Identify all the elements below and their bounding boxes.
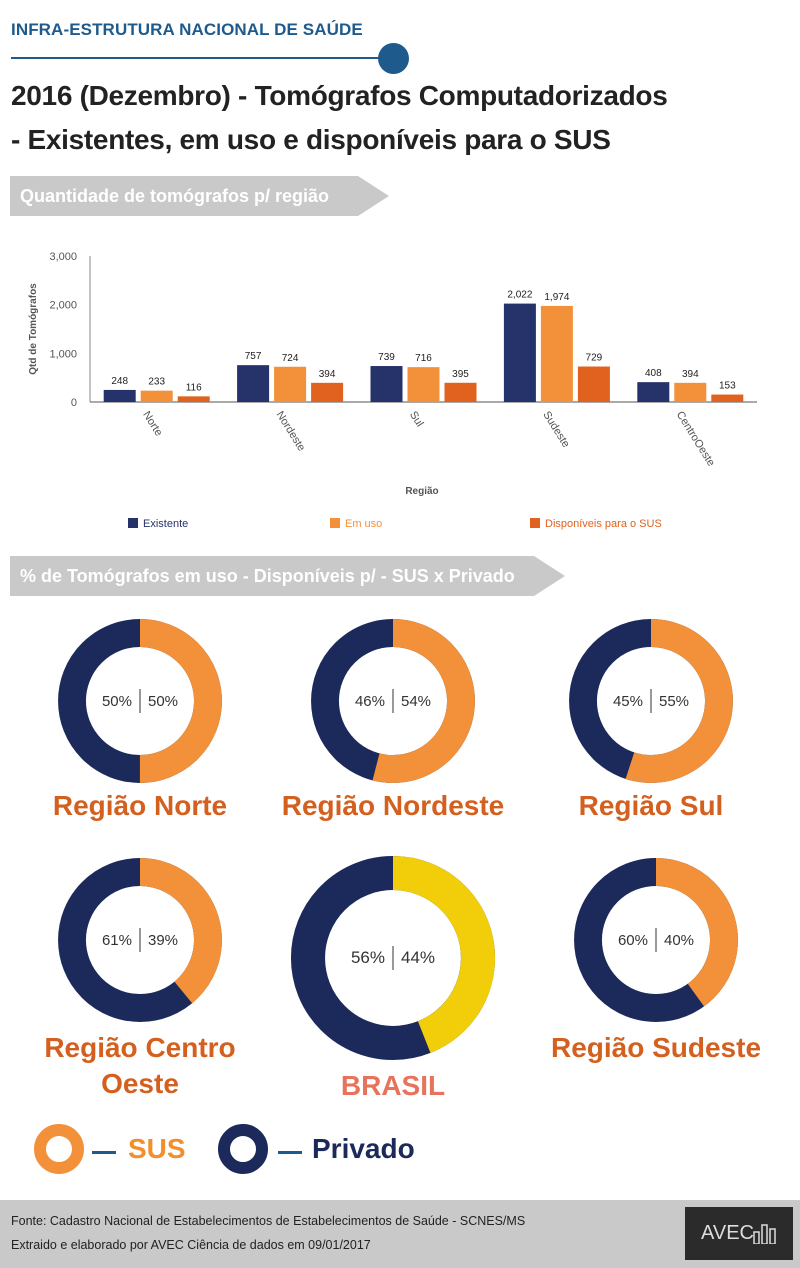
bar-value-label: 395 <box>452 369 469 380</box>
x-tick-label: Sul <box>407 409 426 429</box>
donut-região-nordeste: 46% 54% <box>311 619 475 783</box>
bar-existente-sul <box>370 366 403 402</box>
donut-sus-segment <box>569 619 733 783</box>
bar-disponíveis-para-o-sus-sul <box>444 382 477 402</box>
donut-privado-pct: 50% <box>102 693 132 710</box>
donut-privado-pct: 45% <box>613 693 643 710</box>
donut-sus-pct: 50% <box>148 693 178 710</box>
x-tick-label: Norte <box>140 409 164 438</box>
donut-privado-pct: 61% <box>102 932 132 949</box>
y-tick-label: 2,000 <box>49 300 77 312</box>
bar-value-label: 2,022 <box>507 290 532 301</box>
bar-em-uso-centrooeste <box>674 382 707 402</box>
donut-privado-pct: 46% <box>355 693 385 710</box>
donut-região-centro-oeste: 61% 39% <box>58 858 222 1022</box>
sus-legend-label: SUS <box>128 1133 186 1164</box>
legend-swatch <box>128 518 138 528</box>
avec-logo: AVEC <box>685 1207 793 1260</box>
bar-em-uso-sul <box>407 367 440 402</box>
x-tick-label: CentroOeste <box>674 409 717 468</box>
donut-sus-segment <box>290 855 496 1061</box>
y-tick-label: 0 <box>71 397 77 409</box>
bar-value-label: 153 <box>719 381 736 392</box>
donut-sus-segment <box>311 619 475 783</box>
donut-sus-segment <box>58 619 222 783</box>
donut-sus-segment <box>574 858 738 1022</box>
bar-existente-sudeste <box>503 303 536 402</box>
legend-label: Existente <box>143 518 188 530</box>
kicker-title: INFRA-ESTRUTURA NACIONAL DE SAÚDE <box>11 20 363 39</box>
kicker-underline <box>11 57 395 59</box>
bar-disponíveis-para-o-sus-nordeste <box>311 382 344 402</box>
donut-label: BRASIL <box>340 1070 446 1101</box>
bar-value-label: 394 <box>319 369 336 380</box>
bar-value-label: 739 <box>378 352 395 363</box>
donut-região-norte: 50% 50% <box>58 619 222 783</box>
page-title-line-1: 2016 (Dezembro) - Tomógrafos Computadori… <box>11 80 668 111</box>
donut-sus-pct: 44% <box>401 948 435 967</box>
legend-label: Em uso <box>345 518 382 530</box>
donut-label: Região Sul <box>578 790 724 821</box>
x-tick-label: Nordeste <box>274 409 308 453</box>
donut-privado-pct: 60% <box>618 932 648 949</box>
bar-value-label: 1,974 <box>544 292 569 303</box>
footer-credit: Extraido e elaborado por AVEC Ciência de… <box>11 1238 371 1252</box>
donut-label: Região Norte <box>52 790 228 821</box>
bar-value-label: 757 <box>245 351 262 362</box>
bar-value-label: 408 <box>645 368 662 379</box>
y-tick-label: 3,000 <box>49 251 77 263</box>
privado-legend-ring-icon <box>218 1124 268 1174</box>
donut-região-sudeste: 60% 40% <box>574 858 738 1022</box>
donut-label: Região Nordeste <box>281 790 505 821</box>
y-tick-label: 1,000 <box>49 348 77 360</box>
bar-existente-centrooeste <box>637 382 670 402</box>
privado-legend-label: Privado <box>312 1133 415 1164</box>
donut-brasil: 56% 44% <box>290 855 496 1061</box>
bar-em-uso-nordeste <box>274 366 307 402</box>
donut-sus-pct: 54% <box>401 693 431 710</box>
bar-disponíveis-para-o-sus-centrooeste <box>711 394 744 402</box>
bar-value-label: 716 <box>415 353 432 364</box>
donut-sus-pct: 40% <box>664 932 694 949</box>
legend-swatch <box>530 518 540 528</box>
bar-chart: 0 1,000 2,000 3,000 Qtd de Tomógrafos 248 233 1… <box>28 251 757 530</box>
bar-em-uso-norte <box>140 390 173 402</box>
bar-value-label: 729 <box>586 353 603 364</box>
bar-value-label: 248 <box>111 376 128 387</box>
donut-label: Região Sudeste <box>550 1032 762 1063</box>
donut-região-sul: 45% 55% <box>569 619 733 783</box>
legend-label: Disponíveis para o SUS <box>545 518 662 530</box>
donut-label: Região Centro Oeste <box>44 1032 236 1099</box>
legend-swatch <box>330 518 340 528</box>
bar-existente-nordeste <box>237 365 270 402</box>
donut-sus-pct: 39% <box>148 932 178 949</box>
section-ribbon-bar-chart: Quantidade de tomógrafos p/ região <box>10 176 389 216</box>
kicker-dot <box>378 43 409 74</box>
footer <box>0 1200 800 1268</box>
y-axis-label: Qtd de Tomógrafos <box>28 283 39 375</box>
donut-privado-pct: 56% <box>351 948 385 967</box>
sus-legend-dash <box>92 1151 116 1154</box>
bar-existente-norte <box>103 389 136 402</box>
bar-value-label: 233 <box>148 377 165 388</box>
bar-value-label: 116 <box>186 382 202 393</box>
section-ribbon-donuts: % de Tomógrafos em uso - Disponíveis p/ … <box>10 556 565 596</box>
logo-text: AVEC <box>701 1222 754 1244</box>
page-title-line-2: - Existentes, em uso e disponíveis para … <box>11 124 611 155</box>
sus-legend-ring-icon <box>34 1124 84 1174</box>
x-tick-label: Sudeste <box>540 409 572 450</box>
donut-sus-segment <box>58 858 222 1022</box>
donut-sus-pct: 55% <box>659 693 689 710</box>
privado-legend-dash <box>278 1151 302 1154</box>
bar-value-label: 724 <box>282 353 299 364</box>
bar-disponíveis-para-o-sus-norte <box>177 396 210 402</box>
x-axis-label: Região <box>405 486 438 497</box>
bar-value-label: 394 <box>682 369 699 380</box>
bar-chart-logo-icon <box>753 1224 776 1244</box>
bar-em-uso-sudeste <box>540 305 573 402</box>
footer-source: Fonte: Cadastro Nacional de Estabelecime… <box>11 1214 526 1228</box>
bar-disponíveis-para-o-sus-sudeste <box>577 366 610 402</box>
